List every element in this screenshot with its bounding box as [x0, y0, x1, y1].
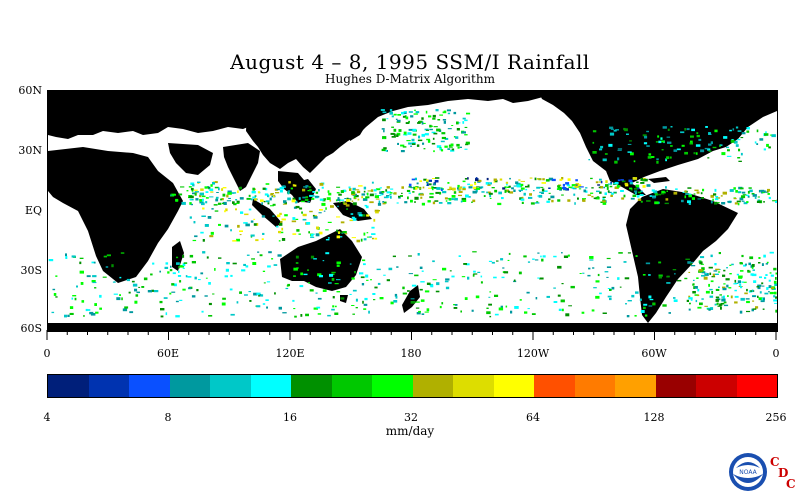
cbar-label-64: 64 — [526, 411, 540, 424]
cbar-label-32: 32 — [404, 411, 418, 424]
colorbar-segment — [88, 375, 129, 397]
lon-label-0: 0 — [43, 347, 51, 360]
cdc-letter-c2: C — [786, 477, 796, 491]
colorbar-segment — [331, 375, 372, 397]
colorbar-segment — [48, 375, 89, 397]
colorbar-units: mm/day — [385, 424, 435, 438]
lat-label-60n: 60N — [18, 84, 42, 97]
lat-label-30s: 30S — [20, 264, 42, 277]
land-japan — [350, 119, 366, 141]
map-subtitle: Hughes D-Matrix Algorithm — [325, 72, 495, 86]
colorbar-segment — [615, 375, 656, 397]
map-title: August 4 – 8, 1995 SSM/I Rainfall — [230, 50, 590, 74]
colorbar-segment — [534, 375, 575, 397]
land-sumatra — [252, 199, 282, 227]
land-antarctica — [48, 323, 777, 331]
cbar-label-4: 4 — [43, 411, 51, 424]
cbar-label-256: 256 — [765, 411, 787, 424]
land-arabia — [168, 143, 213, 175]
rainfall-map-svg — [48, 91, 777, 331]
cdc-letter-d: D — [778, 466, 789, 480]
colorbar-segment — [129, 375, 170, 397]
colorbar-segment — [412, 375, 453, 397]
rainfall-map — [47, 90, 778, 332]
lon-axis — [46, 330, 777, 340]
colorbar-segment — [696, 375, 737, 397]
cbar-label-8: 8 — [164, 411, 172, 424]
land-britain — [56, 113, 68, 129]
cbar-label-128: 128 — [643, 411, 665, 424]
land-south-america — [626, 189, 738, 323]
lon-label-120e: 120E — [275, 347, 305, 360]
lon-label-0-end: 0 — [772, 347, 780, 360]
land-australia — [280, 229, 362, 291]
colorbar-segment — [453, 375, 494, 397]
lon-label-180: 180 — [400, 347, 422, 360]
lon-label-120w: 120W — [516, 347, 550, 360]
colorbar-segment — [655, 375, 696, 397]
colorbar-segment — [291, 375, 332, 397]
cdc-letter-c1: C — [770, 455, 780, 469]
lat-label-eq: EQ — [24, 204, 42, 217]
colorbar-segment — [250, 375, 291, 397]
lon-label-60e: 60E — [156, 347, 180, 360]
colorbar-segment — [169, 375, 210, 397]
noaa-logo: NOAA — [729, 453, 767, 491]
land-cuba — [648, 177, 670, 183]
colorbar-segment — [372, 375, 413, 397]
lat-label-30n: 30N — [18, 144, 42, 157]
colorbar-segment — [736, 375, 777, 397]
land-greenland — [753, 91, 777, 105]
colorbar-segment — [210, 375, 251, 397]
land-africa — [48, 147, 183, 283]
lat-label-60s: 60S — [20, 322, 42, 335]
colorbar-segment — [493, 375, 534, 397]
svg-text:NOAA: NOAA — [739, 469, 757, 476]
land-madagascar — [172, 241, 184, 271]
rain-patches — [48, 109, 777, 318]
land-india — [223, 143, 260, 191]
land-asia-east — [246, 91, 588, 173]
land-north-america — [538, 91, 777, 185]
lon-label-60w: 60W — [641, 347, 667, 360]
colorbar-segment — [574, 375, 615, 397]
cbar-label-16: 16 — [283, 411, 297, 424]
colorbar — [47, 374, 778, 398]
